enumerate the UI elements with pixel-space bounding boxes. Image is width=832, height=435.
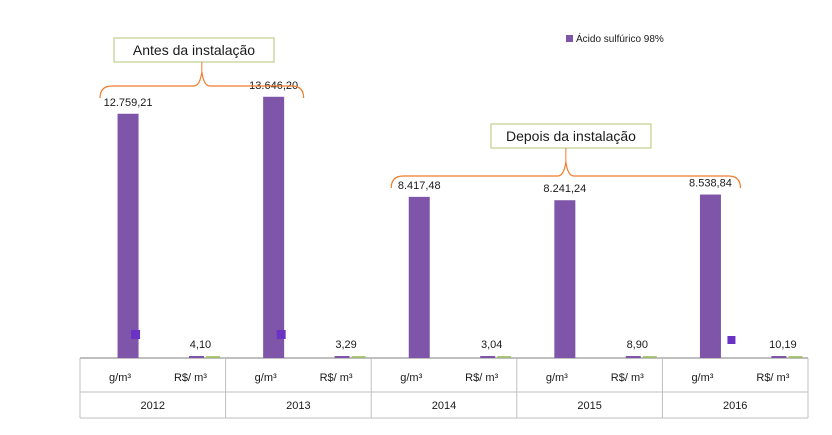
marker-2016 — [727, 336, 736, 344]
annotation-box-2 — [490, 123, 652, 149]
value-label-2013-rs: 3,29 — [335, 339, 356, 351]
category-label: R$/ m³ — [320, 372, 353, 384]
bar-2015-gm3 — [554, 200, 576, 358]
category-label: R$/ m³ — [611, 372, 644, 384]
value-label-2012-rs: 4,10 — [190, 339, 211, 351]
category-label: g/m³ — [109, 372, 131, 384]
category-label: R$/ m³ — [174, 372, 207, 384]
year-label-2015: 2015 — [577, 400, 601, 412]
value-label-2016-gm3: 8.538,84 — [689, 178, 732, 190]
year-label-2013: 2013 — [286, 400, 310, 412]
value-label-2014-rs: 3,04 — [481, 339, 502, 351]
annotation-text-1: Antes da instalação — [133, 42, 255, 58]
bar-2016-rs — [771, 356, 787, 358]
value-label-2012-gm3: 12.759,21 — [104, 97, 153, 109]
marker-2013 — [276, 330, 286, 339]
category-label: R$/ m³ — [756, 372, 789, 384]
bar-2013-rs-secondary — [351, 356, 366, 358]
bar-2015-rs — [625, 356, 641, 358]
category-label: R$/ m³ — [465, 372, 498, 384]
value-label-2015-gm3: 8.241,24 — [543, 183, 586, 195]
bar-2014-rs-secondary — [497, 356, 512, 358]
bar-2014-rs — [480, 356, 496, 358]
bar-2013-rs — [334, 356, 350, 358]
bar-2014-gm3 — [408, 196, 430, 358]
category-label: g/m³ — [400, 372, 422, 384]
value-label-2015-rs: 8,90 — [627, 339, 648, 351]
bar-2012-rs — [188, 356, 204, 358]
marker-2012 — [131, 330, 141, 339]
bar-2012-rs-secondary — [205, 356, 220, 358]
bar-2012-gm3 — [117, 113, 139, 359]
year-label-2012: 2012 — [141, 400, 165, 412]
bar-2015-rs-secondary — [642, 356, 657, 358]
year-label-2016: 2016 — [723, 400, 747, 412]
legend-label: Ácido sulfúrico 98% — [576, 32, 664, 45]
year-label-2014: 2014 — [432, 400, 456, 412]
value-label-2014-gm3: 8.417,48 — [398, 180, 441, 192]
bar-2016-gm3 — [699, 194, 721, 358]
category-label: g/m³ — [255, 372, 277, 384]
annotation-text-2: Depois da instalação — [506, 128, 636, 144]
category-label: g/m³ — [546, 372, 568, 384]
bar-2013-gm3 — [263, 96, 285, 359]
category-label: g/m³ — [691, 372, 713, 384]
annotation-box-1 — [113, 37, 275, 63]
bar-2016-rs-secondary — [788, 356, 803, 358]
legend-swatch — [566, 35, 573, 42]
value-label-2016-rs: 10,19 — [769, 339, 797, 351]
